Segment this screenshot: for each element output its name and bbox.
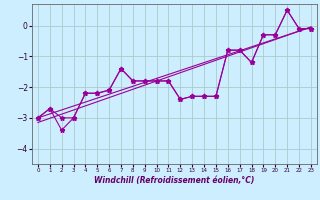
X-axis label: Windchill (Refroidissement éolien,°C): Windchill (Refroidissement éolien,°C): [94, 176, 255, 185]
